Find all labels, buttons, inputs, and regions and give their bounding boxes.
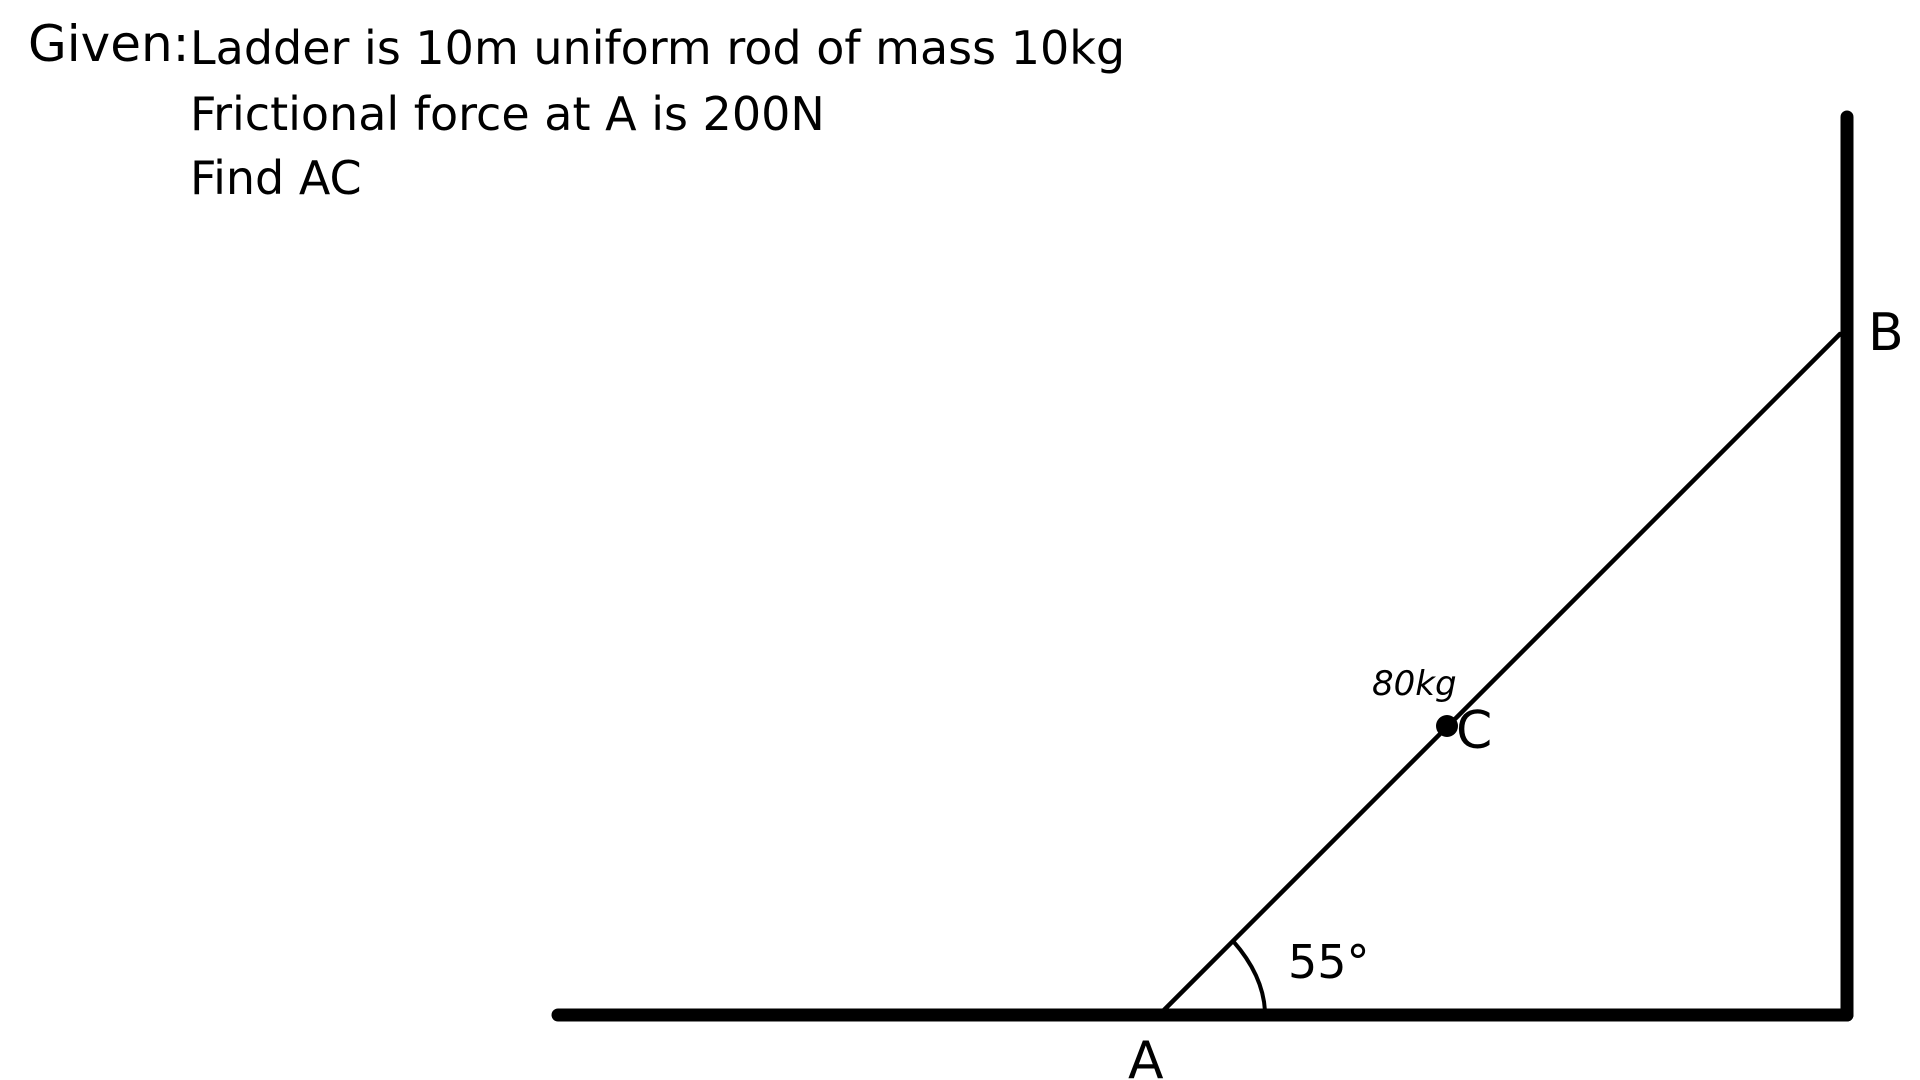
given-line-ladder: Ladder is 10m uniform rod of mass 10kg	[190, 21, 1126, 75]
point-c-dot	[1436, 715, 1458, 737]
point-a-label: A	[1128, 1031, 1164, 1080]
given-line-friction: Frictional force at A is 200N	[190, 87, 825, 141]
angle-arc	[1231, 939, 1267, 1013]
mass-label: 80kg	[1372, 664, 1457, 704]
given-label: Given:	[28, 15, 190, 73]
angle-label: 55°	[1288, 935, 1370, 989]
given-line-find: Find AC	[190, 151, 362, 205]
problem-statement: Given: Ladder is 10m uniform rod of mass…	[28, 14, 1128, 214]
point-b-label: B	[1868, 303, 1904, 363]
ladder-line	[1160, 331, 1843, 1014]
point-c-label: C	[1456, 701, 1492, 761]
